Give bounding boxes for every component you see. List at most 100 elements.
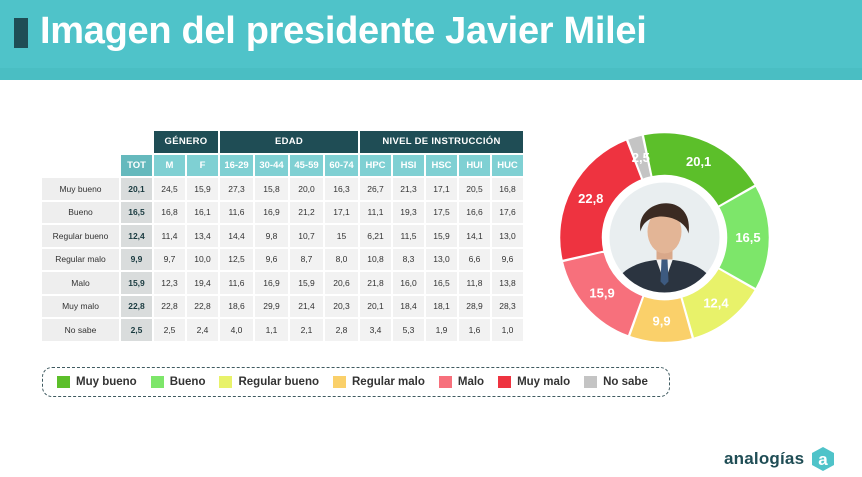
table-cell: 21,8 [360,272,391,294]
header-banner [0,0,862,80]
legend-swatch [150,376,164,388]
table-cell: 8,7 [290,248,323,270]
column-header: HSC [426,154,457,176]
table-row: Regular malo 9,9 9,7 10,0 12,5 9,6 8,7 8,0 10,8 8… [42,248,523,270]
chart-legend: Muy bueno Bueno Regular bueno Regular malo M… [42,367,670,397]
donut-slice-label: 22,8 [578,191,603,206]
table-cell: 14,1 [459,225,490,247]
table-cell: 20,6 [325,272,358,294]
table-cell: 11,8 [459,272,490,294]
table-cell: 2,5 [154,319,185,341]
donut-slice-regular-malo [628,294,694,344]
table-cell: 2,1 [290,319,323,341]
legend-label: Bueno [169,376,206,388]
table-corner-tot [121,131,152,153]
table-cell: 6,21 [360,225,391,247]
donut-chart: 20,1 16,5 12,4 9,9 15,9 22,8 2,5 [558,131,771,344]
table-cell: 17,1 [325,201,358,223]
table-cell: 29,9 [255,295,288,317]
table-cell: 9,8 [255,225,288,247]
row-label: Bueno [42,201,119,223]
table-cell: 21,4 [290,295,323,317]
table-cell: 14,4 [220,225,253,247]
table-cell: 9,7 [154,248,185,270]
table-cell: 10,7 [290,225,323,247]
table-cell: 22,8 [121,295,152,317]
table-cell: 16,8 [492,178,523,200]
table-cell: 13,0 [492,225,523,247]
column-header: F [187,154,218,176]
donut-slice-label: 20,1 [686,154,711,169]
legend-label: No sabe [603,376,648,388]
table-row: Regular bueno 12,4 11,4 13,4 14,4 9,8 10,7 15 6,… [42,225,523,247]
donut-slice-muy-bueno [642,131,757,208]
table-corner [42,131,119,153]
table-cell: 10,0 [187,248,218,270]
table-cell: 12,4 [121,225,152,247]
table-cell: 26,7 [360,178,391,200]
column-group-header: EDAD [220,131,358,153]
table-row: Malo 15,9 12,3 19,4 11,6 16,9 15,9 20,6 21,8 16,0… [42,272,523,294]
legend-label: Muy malo [517,376,571,388]
table-cell: 20,3 [325,295,358,317]
table-cell: 17,1 [426,178,457,200]
row-label: No sabe [42,319,119,341]
table-cell: 11,4 [154,225,185,247]
legend-swatch [584,376,598,388]
table-cell: 9,6 [255,248,288,270]
table-cell: 20,5 [459,178,490,200]
column-header: 16-29 [220,154,253,176]
column-header: HPC [360,154,391,176]
table-cell: 13,4 [187,225,218,247]
table-cell: 16,3 [325,178,358,200]
table-cell: 16,8 [154,201,185,223]
title-accent-mark [14,18,28,48]
column-header: 45-59 [290,154,323,176]
table-cell: 1,1 [255,319,288,341]
table-cell: 9,6 [492,248,523,270]
table-cell: 16,5 [426,272,457,294]
table-cell: 15,9 [121,272,152,294]
legend-item: Regular malo [333,376,425,388]
brand-logo-icon: a [812,447,835,471]
row-label: Muy malo [42,295,119,317]
donut-slice-label: 12,4 [703,296,729,311]
table-cell: 24,5 [154,178,185,200]
legend-swatch [57,376,70,388]
table-cell: 13,8 [492,272,523,294]
table-cell: 16,5 [121,201,152,223]
donut-slice-muy-malo [558,138,644,262]
legend-swatch [333,376,346,388]
table-row: Muy malo 22,8 22,8 22,8 18,6 29,9 21,4 20,3 20,1… [42,295,523,317]
table-cell: 20,1 [121,178,152,200]
table-cell: 16,1 [187,201,218,223]
portrait-image [609,182,720,293]
table-cell: 8,0 [325,248,358,270]
legend-item: Muy bueno [57,376,137,388]
column-header: 60-74 [325,154,358,176]
table-cell: 2,8 [325,319,358,341]
legend-item: Regular bueno [219,376,319,388]
table-cell: 16,9 [255,201,288,223]
results-table: GÉNERO EDAD NIVEL DE INSTRUCCIÓN TOT M F 16-29… [40,129,525,343]
table-cell: 11,6 [220,201,253,223]
table-cell: 20,0 [290,178,323,200]
table-cell: 6,6 [459,248,490,270]
table-cell: 9,9 [121,248,152,270]
table-cell: 2,4 [187,319,218,341]
donut-slice-malo [561,250,645,338]
column-header: M [154,154,185,176]
column-header: 30-44 [255,154,288,176]
legend-label: Regular bueno [238,376,319,388]
table-cell: 3,4 [360,319,391,341]
svg-text:a: a [818,450,828,469]
brand-name: analogías [724,449,805,468]
table-cell: 18,6 [220,295,253,317]
table-cell: 16,0 [393,272,424,294]
table-row: Bueno 16,5 16,8 16,1 11,6 16,9 21,2 17,1 11,1 19,… [42,201,523,223]
table-cell: 19,4 [187,272,218,294]
legend-label: Regular malo [352,376,425,388]
donut-slice-label: 15,9 [589,285,614,300]
table-cell: 5,3 [393,319,424,341]
legend-item: Muy malo [498,376,570,388]
